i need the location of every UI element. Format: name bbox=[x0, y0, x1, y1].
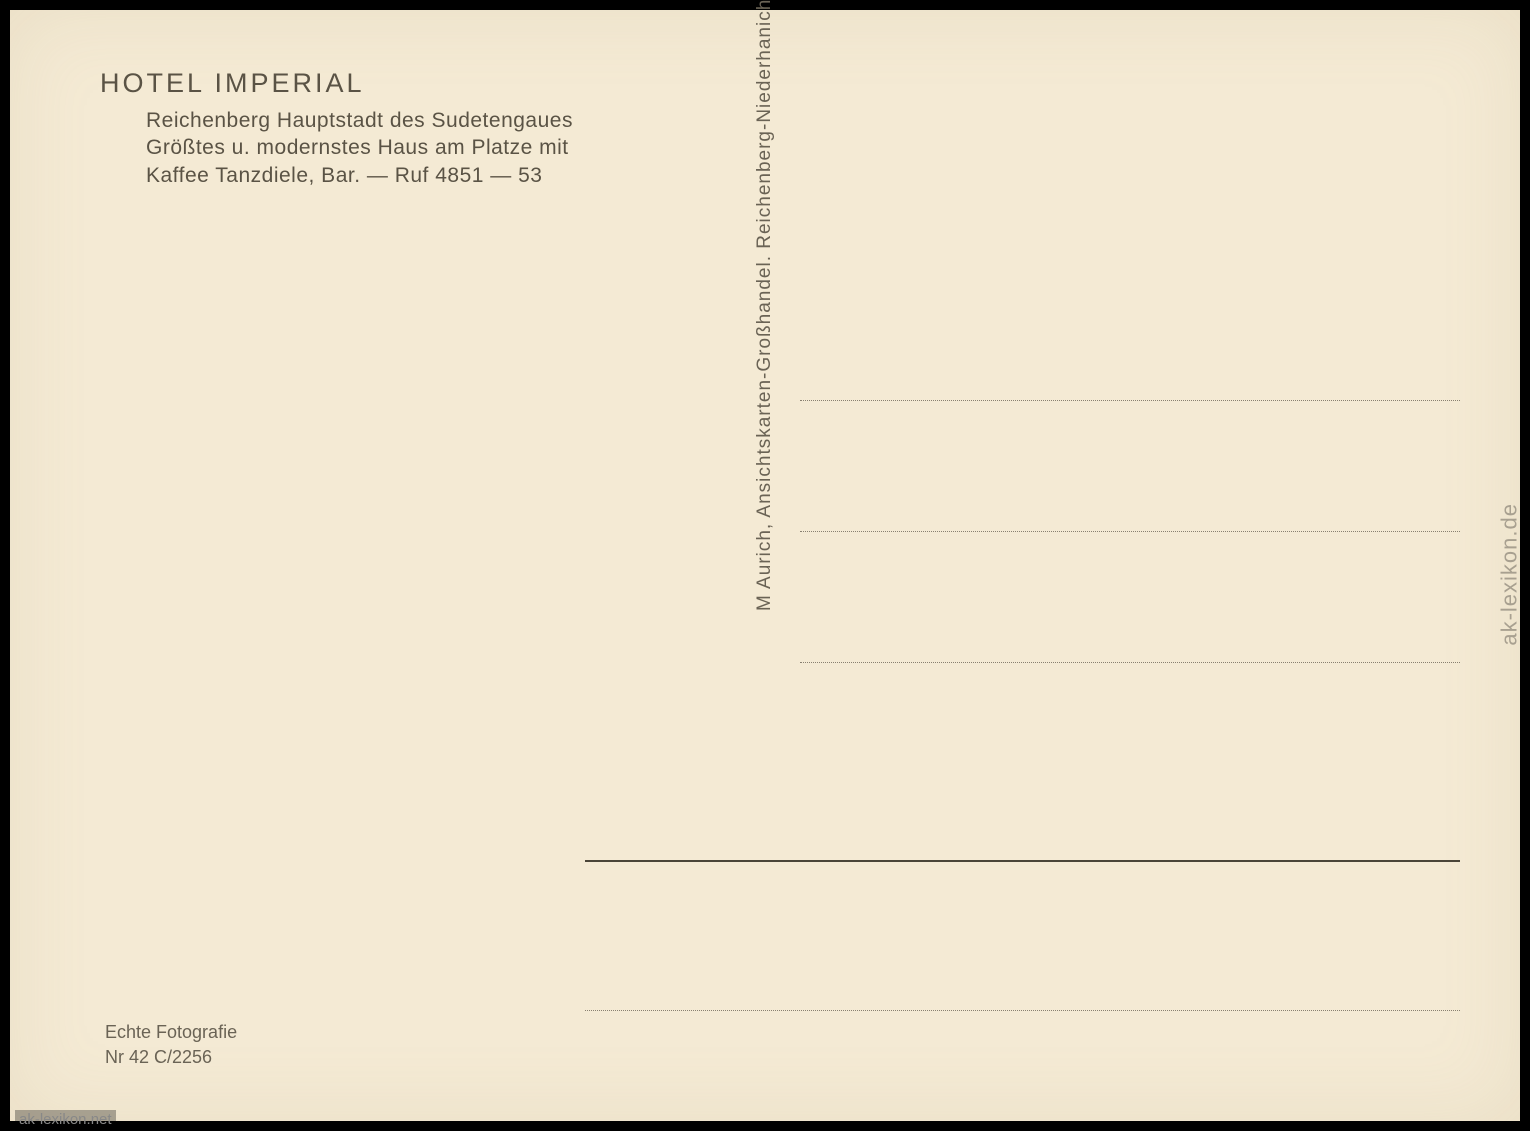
hotel-subtitle-3: Kaffee Tanzdiele, Bar. — Ruf 4851 — 53 bbox=[146, 162, 573, 189]
address-line-3 bbox=[800, 662, 1460, 663]
address-area bbox=[800, 400, 1460, 663]
header-block: HOTEL IMPERIAL Reichenberg Hauptstadt de… bbox=[100, 68, 573, 189]
country-line-wrapper bbox=[585, 1010, 1460, 1011]
hotel-title: HOTEL IMPERIAL bbox=[100, 68, 573, 99]
footer-line-1: Echte Fotografie bbox=[105, 1020, 237, 1044]
footer-line-2: Nr 42 C/2256 bbox=[105, 1045, 237, 1069]
address-line-2 bbox=[800, 531, 1460, 532]
address-line-1 bbox=[800, 400, 1460, 401]
footer-block: Echte Fotografie Nr 42 C/2256 bbox=[105, 1020, 237, 1069]
side-watermark: ak-lexikon.de bbox=[1497, 503, 1523, 646]
hotel-subtitle-2: Größtes u. modernstes Haus am Platze mit bbox=[146, 134, 573, 161]
hotel-subtitle-1: Reichenberg Hauptstadt des Sudetengaues bbox=[146, 107, 573, 134]
city-line bbox=[585, 860, 1460, 862]
city-line-wrapper bbox=[585, 860, 1460, 862]
bottom-watermark: ak-lexikon.net bbox=[15, 1110, 116, 1129]
country-line bbox=[585, 1010, 1460, 1011]
publisher-credit: M Aurich, Ansichtskarten-Großhandel. Rei… bbox=[754, 0, 776, 611]
postcard-back: HOTEL IMPERIAL Reichenberg Hauptstadt de… bbox=[10, 10, 1520, 1121]
